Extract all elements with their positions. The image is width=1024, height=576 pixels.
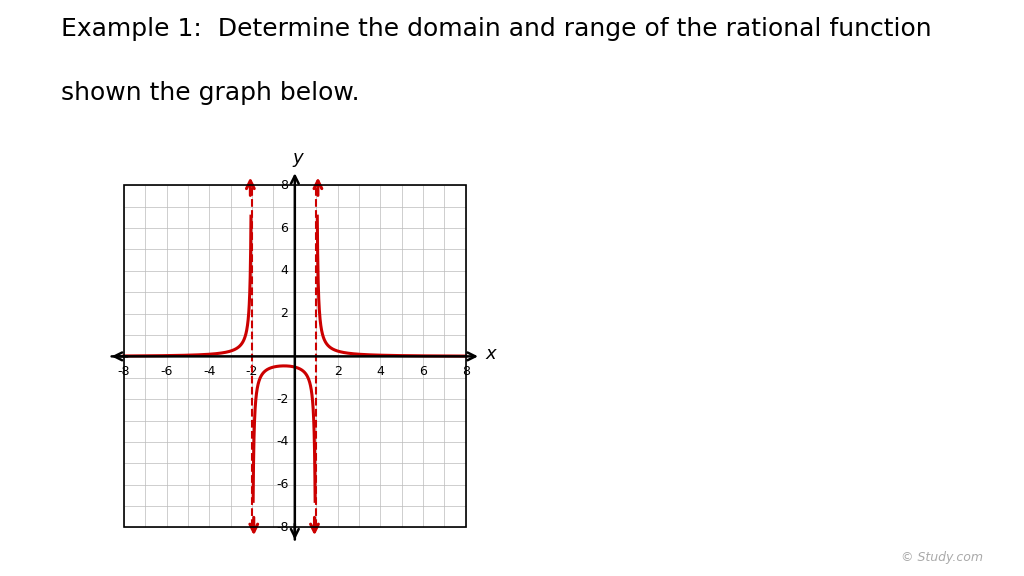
Bar: [124, 185, 466, 528]
Text: -6: -6: [161, 365, 173, 378]
Text: -8: -8: [275, 521, 289, 534]
Text: -4: -4: [276, 435, 289, 448]
Text: -2: -2: [246, 365, 258, 378]
Text: shown the graph below.: shown the graph below.: [61, 81, 360, 105]
Text: 4: 4: [281, 264, 289, 278]
Text: 4: 4: [377, 365, 384, 378]
Text: Example 1:  Determine the domain and range of the rational function: Example 1: Determine the domain and rang…: [61, 17, 932, 41]
Text: -2: -2: [276, 393, 289, 406]
Text: 2: 2: [334, 365, 342, 378]
Text: -8: -8: [118, 365, 130, 378]
Text: 6: 6: [281, 222, 289, 234]
Text: 8: 8: [462, 365, 470, 378]
Text: 8: 8: [281, 179, 289, 192]
Text: © Study.com: © Study.com: [901, 551, 983, 564]
Text: -6: -6: [276, 478, 289, 491]
Text: y: y: [293, 149, 303, 167]
Text: 2: 2: [281, 307, 289, 320]
Text: -4: -4: [203, 365, 215, 378]
Text: x: x: [485, 345, 496, 363]
Text: 6: 6: [419, 365, 427, 378]
